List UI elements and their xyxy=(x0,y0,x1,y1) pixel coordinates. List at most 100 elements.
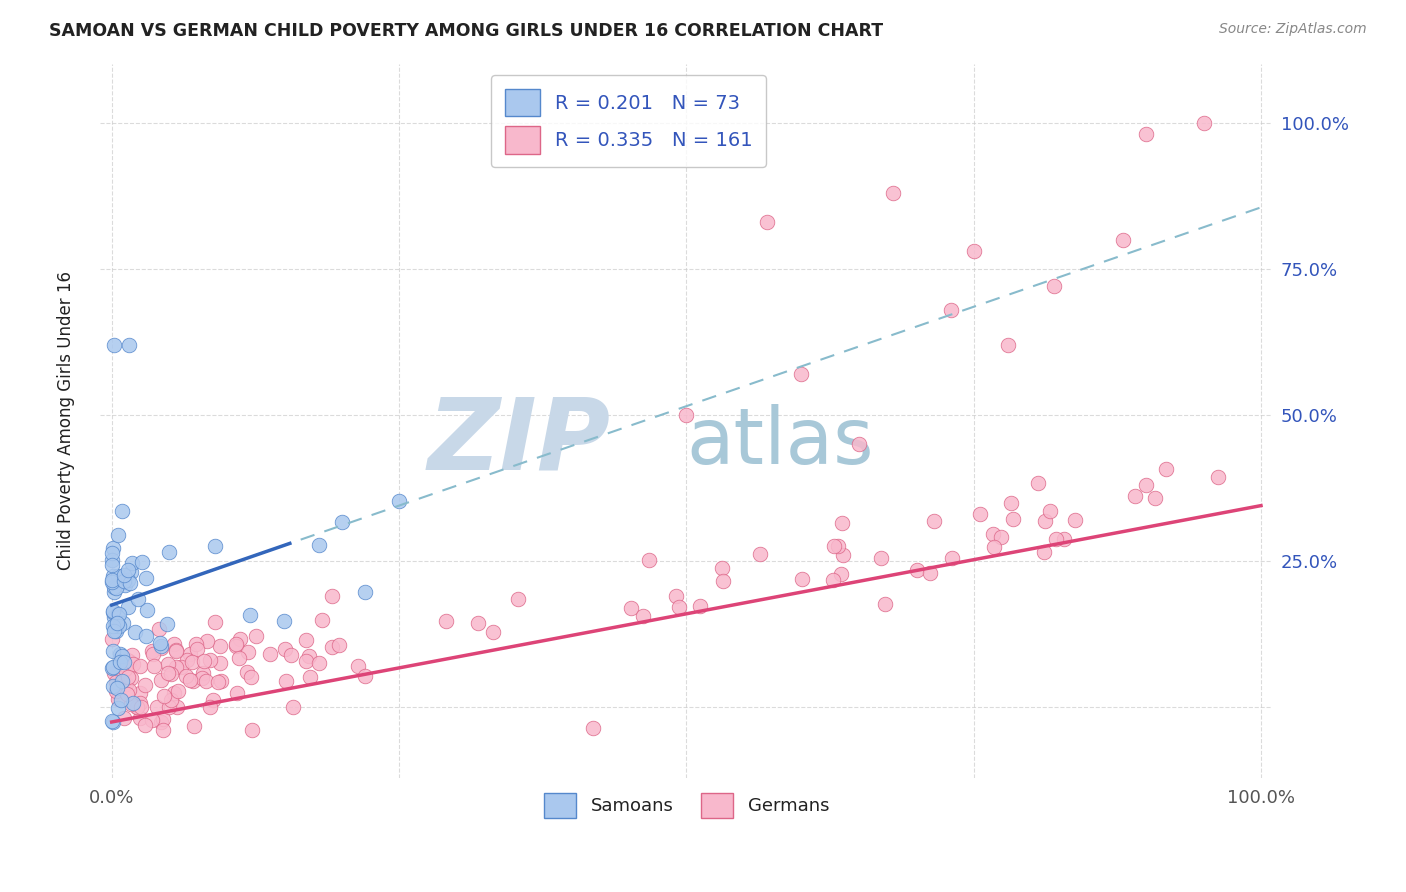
Point xyxy=(146,700,169,714)
Point xyxy=(110,674,132,689)
Point xyxy=(118,576,141,591)
Point xyxy=(120,671,142,685)
Point xyxy=(1001,512,1024,526)
Point xyxy=(710,561,733,575)
Point xyxy=(128,686,150,700)
Point xyxy=(101,541,124,555)
Point xyxy=(711,574,734,589)
Point xyxy=(149,636,172,650)
Point xyxy=(274,641,297,656)
Point xyxy=(675,408,697,422)
Point xyxy=(115,677,138,691)
Point xyxy=(827,539,849,553)
Point xyxy=(1033,545,1056,559)
Point xyxy=(110,647,132,661)
Point xyxy=(101,568,124,582)
Point xyxy=(239,607,262,622)
Point xyxy=(166,700,188,714)
Point xyxy=(107,607,129,621)
Point xyxy=(108,656,131,670)
Point xyxy=(823,539,845,553)
Point xyxy=(388,494,411,508)
Point xyxy=(236,645,259,659)
Point xyxy=(111,671,134,685)
Point xyxy=(240,723,263,737)
Point xyxy=(1064,513,1087,527)
Legend: Samoans, Germans: Samoans, Germans xyxy=(537,786,837,826)
Point xyxy=(209,657,232,671)
Point xyxy=(235,665,257,680)
Point xyxy=(1135,478,1157,492)
Point xyxy=(790,367,813,381)
Point xyxy=(112,655,135,669)
Point xyxy=(105,617,128,632)
Point xyxy=(620,601,643,615)
Point xyxy=(434,614,457,628)
Point xyxy=(112,568,135,582)
Point xyxy=(467,615,489,630)
Point xyxy=(131,555,153,569)
Point xyxy=(823,573,845,587)
Point xyxy=(121,556,143,570)
Point xyxy=(111,648,134,663)
Point xyxy=(103,644,125,658)
Point xyxy=(129,700,152,714)
Point xyxy=(101,679,124,693)
Point xyxy=(141,643,163,657)
Point xyxy=(152,723,174,738)
Point xyxy=(195,634,218,648)
Point xyxy=(165,643,187,657)
Point xyxy=(321,589,343,603)
Point xyxy=(905,563,928,577)
Point xyxy=(1026,476,1049,491)
Point xyxy=(121,657,143,671)
Point xyxy=(134,678,156,692)
Point xyxy=(1154,462,1177,476)
Point xyxy=(125,700,148,714)
Point xyxy=(127,591,149,606)
Point xyxy=(115,687,138,701)
Point xyxy=(689,599,711,614)
Point xyxy=(114,662,136,676)
Point xyxy=(150,714,173,729)
Point xyxy=(111,673,134,688)
Point xyxy=(298,649,321,664)
Point xyxy=(101,660,124,674)
Point xyxy=(101,619,124,633)
Point xyxy=(830,567,852,582)
Point xyxy=(118,683,141,698)
Point xyxy=(193,654,215,668)
Point xyxy=(226,686,249,700)
Point xyxy=(105,681,128,695)
Point xyxy=(103,714,125,729)
Point xyxy=(321,640,343,654)
Point xyxy=(179,673,201,687)
Point xyxy=(108,575,131,590)
Point xyxy=(135,571,157,585)
Point xyxy=(159,693,181,707)
Point xyxy=(136,602,159,616)
Point xyxy=(939,302,962,317)
Point xyxy=(111,574,134,589)
Point xyxy=(121,697,143,711)
Point xyxy=(104,616,127,631)
Point xyxy=(167,684,190,698)
Point xyxy=(328,638,350,652)
Point xyxy=(103,605,125,619)
Point xyxy=(225,639,247,653)
Point xyxy=(129,710,152,724)
Point xyxy=(183,719,205,733)
Point xyxy=(149,673,172,687)
Point xyxy=(114,578,136,592)
Point xyxy=(135,630,157,644)
Point xyxy=(245,629,267,643)
Point xyxy=(1045,532,1067,546)
Point xyxy=(508,591,530,606)
Point xyxy=(941,551,963,566)
Point xyxy=(156,665,179,680)
Y-axis label: Child Poverty Among Girls Under 16: Child Poverty Among Girls Under 16 xyxy=(58,271,75,570)
Point xyxy=(101,546,124,560)
Point xyxy=(104,624,127,639)
Point xyxy=(1143,491,1166,506)
Point xyxy=(112,711,135,725)
